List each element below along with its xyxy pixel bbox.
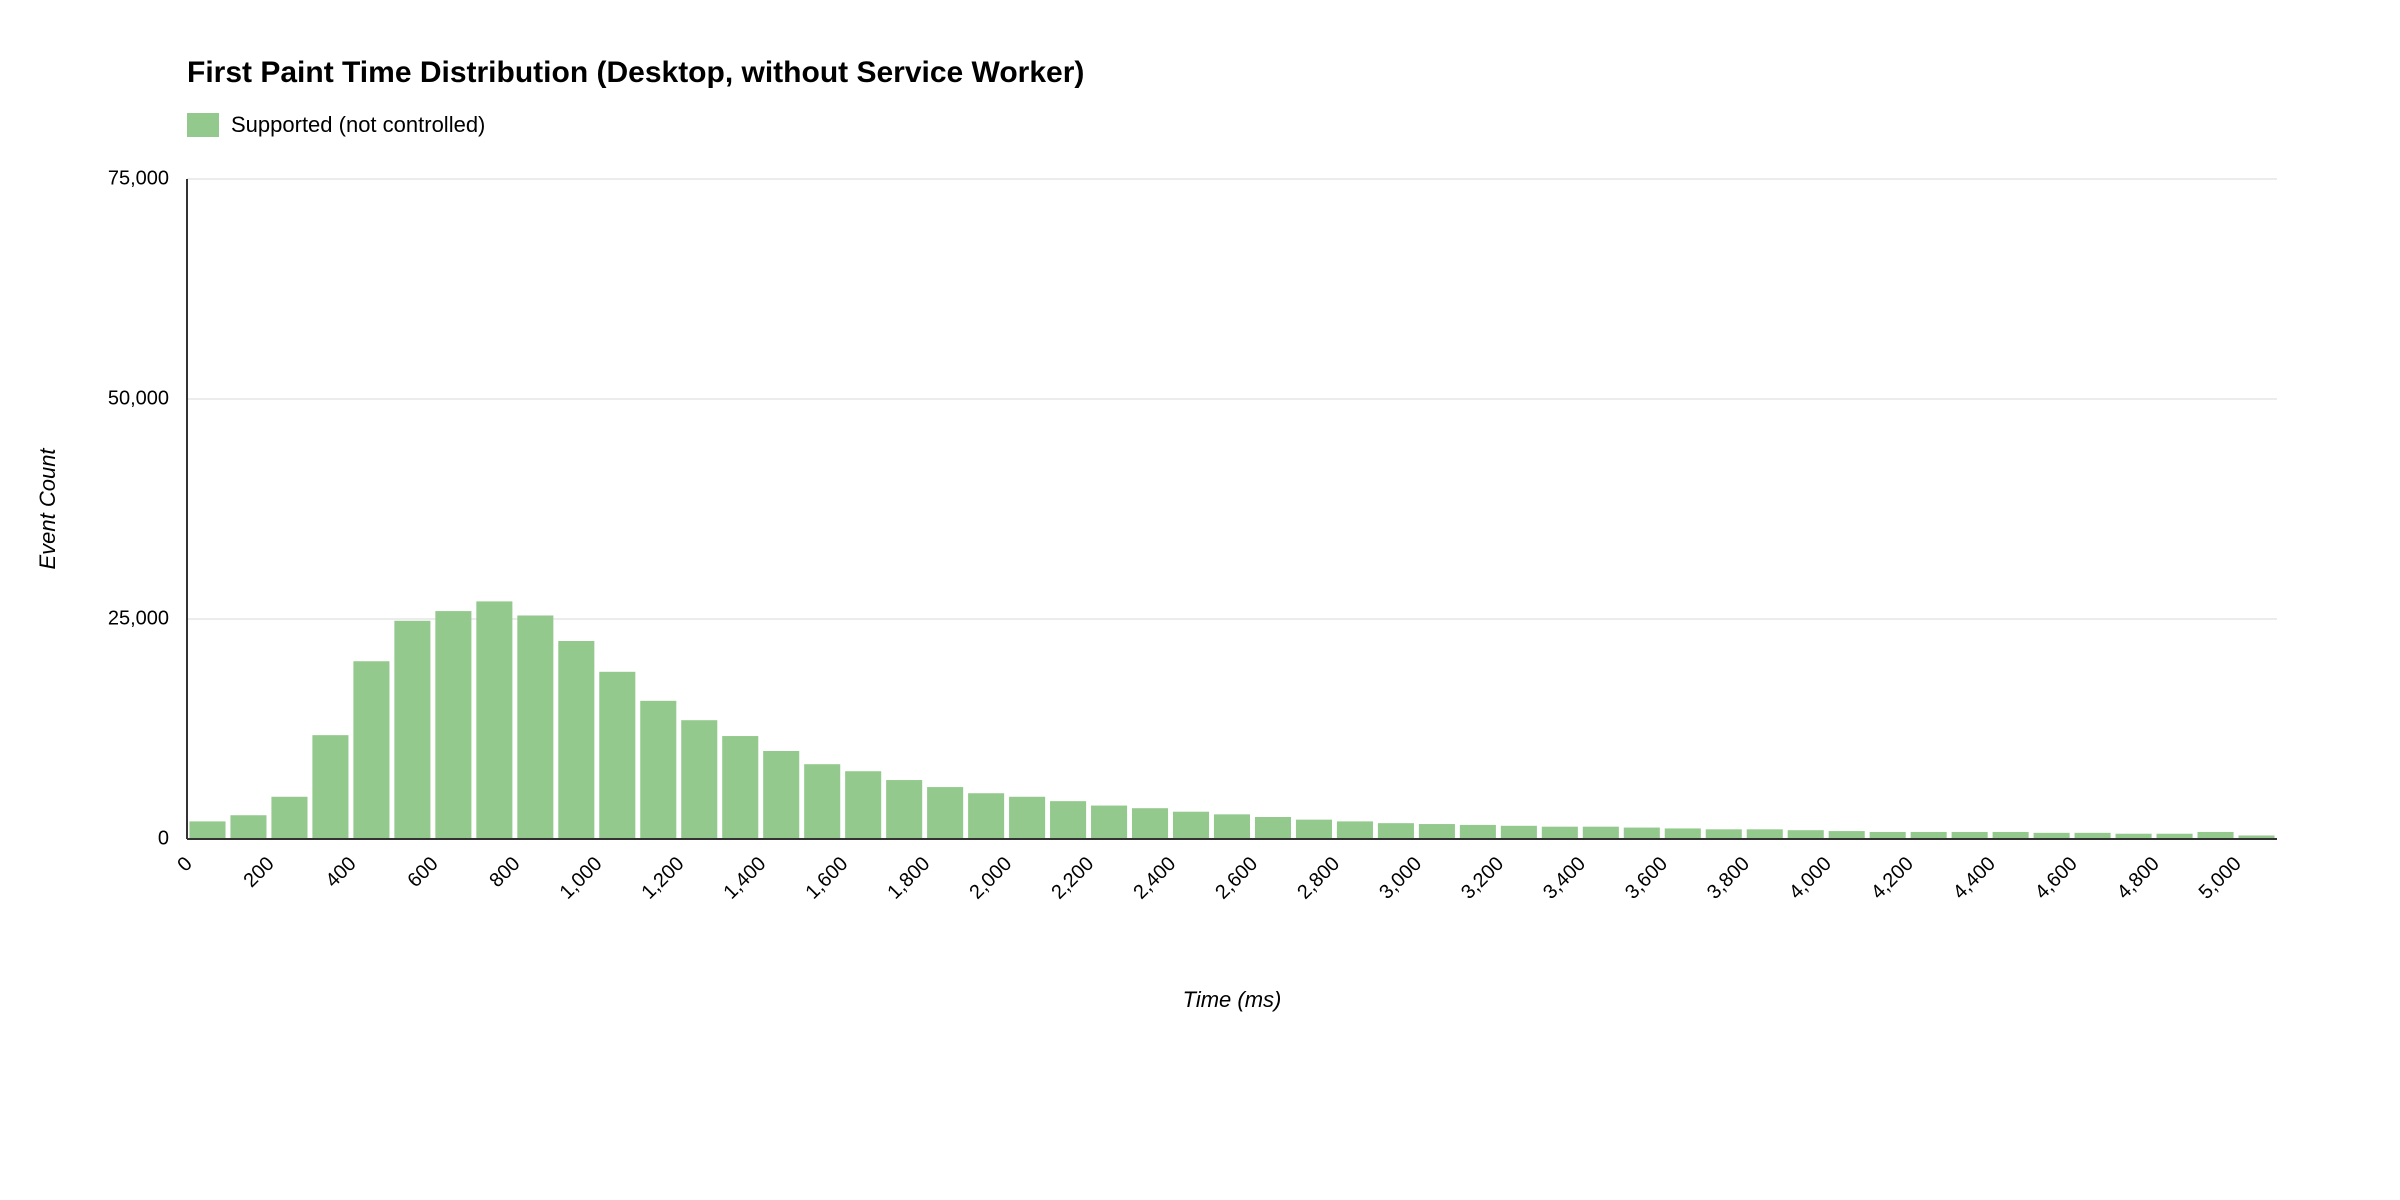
- x-tick-label: 2,800: [1293, 853, 1344, 904]
- histogram-bar: [1911, 832, 1947, 839]
- histogram-bar: [1419, 824, 1455, 839]
- y-tick-label: 50,000: [108, 387, 169, 409]
- histogram-bar: [2197, 832, 2233, 839]
- x-tick-label: 1,200: [638, 853, 689, 904]
- histogram-bar: [230, 815, 266, 839]
- chart-container: First Paint Time Distribution (Desktop, …: [0, 0, 2400, 1200]
- histogram-bar: [394, 621, 430, 839]
- histogram-bar: [1091, 806, 1127, 839]
- histogram-bar: [1706, 829, 1742, 839]
- y-tick-label: 25,000: [108, 607, 169, 629]
- y-tick-label: 0: [158, 827, 169, 849]
- x-tick-label: 3,600: [1621, 853, 1672, 904]
- x-tick-label: 800: [485, 853, 524, 892]
- histogram-bar: [1829, 831, 1865, 839]
- histogram-bar: [353, 661, 389, 839]
- histogram-bar: [968, 793, 1004, 839]
- x-tick-label: 4,800: [2113, 853, 2164, 904]
- x-tick-label: 2,400: [1129, 853, 1180, 904]
- histogram-bar: [1050, 801, 1086, 839]
- histogram-bar: [845, 771, 881, 839]
- x-tick-label: 1,600: [801, 853, 852, 904]
- histogram-bar: [558, 641, 594, 839]
- x-tick-label: 2,000: [965, 853, 1016, 904]
- x-tick-label: 600: [403, 853, 442, 892]
- histogram-bar: [599, 672, 635, 839]
- histogram-bar: [1993, 832, 2029, 839]
- histogram-bar: [1132, 808, 1168, 839]
- histogram-bar: [1460, 825, 1496, 839]
- histogram-bar: [189, 821, 225, 839]
- histogram-bar: [476, 601, 512, 839]
- histogram-bar: [804, 764, 840, 839]
- x-tick-label: 1,800: [883, 853, 934, 904]
- histogram-bar: [1296, 820, 1332, 839]
- x-tick-label: 3,200: [1457, 853, 1508, 904]
- x-tick-label: 4,400: [1949, 853, 2000, 904]
- histogram-bar: [271, 797, 307, 839]
- histogram-bar: [1214, 814, 1250, 839]
- histogram-bar: [435, 611, 471, 839]
- histogram-bar: [312, 735, 348, 839]
- histogram-bar: [1583, 827, 1619, 839]
- histogram-bar: [1009, 797, 1045, 839]
- x-tick-label: 1,000: [556, 853, 607, 904]
- histogram-bar: [1665, 828, 1701, 839]
- histogram-bar: [763, 751, 799, 839]
- histogram-bar: [681, 720, 717, 839]
- histogram-bar: [1870, 832, 1906, 839]
- y-tick-label: 75,000: [108, 167, 169, 189]
- x-tick-label: 4,000: [1785, 853, 1836, 904]
- x-tick-label: 4,200: [1867, 853, 1918, 904]
- histogram-bar: [927, 787, 963, 839]
- histogram-bar: [1337, 821, 1373, 839]
- x-tick-label: 3,800: [1703, 853, 1754, 904]
- x-tick-label: 0: [173, 853, 196, 876]
- histogram-bar: [886, 780, 922, 839]
- x-tick-label: 1,400: [719, 853, 770, 904]
- histogram-bar: [1624, 828, 1660, 839]
- x-tick-label: 2,600: [1211, 853, 1262, 904]
- x-tick-label: 4,600: [2031, 853, 2082, 904]
- histogram-bar: [517, 615, 553, 839]
- histogram-bar: [1542, 827, 1578, 839]
- x-tick-label: 2,200: [1047, 853, 1098, 904]
- x-tick-label: 3,400: [1539, 853, 1590, 904]
- x-tick-label: 3,000: [1375, 853, 1426, 904]
- histogram-bar: [1952, 832, 1988, 839]
- x-tick-label: 400: [321, 853, 360, 892]
- x-tick-label: 200: [240, 853, 279, 892]
- histogram-bar: [1501, 826, 1537, 839]
- histogram-svg: 0 25,000 50,000 75,000 0 200 400 600 800 1,000 1,2…: [0, 0, 2400, 1200]
- histogram-bar: [1173, 812, 1209, 839]
- histogram-bar: [1788, 830, 1824, 839]
- histogram-bar: [1255, 817, 1291, 839]
- histogram-bar: [722, 736, 758, 839]
- histogram-bar: [640, 701, 676, 839]
- x-tick-label: 5,000: [2195, 853, 2246, 904]
- histogram-bar: [1747, 829, 1783, 839]
- histogram-bar: [1378, 823, 1414, 839]
